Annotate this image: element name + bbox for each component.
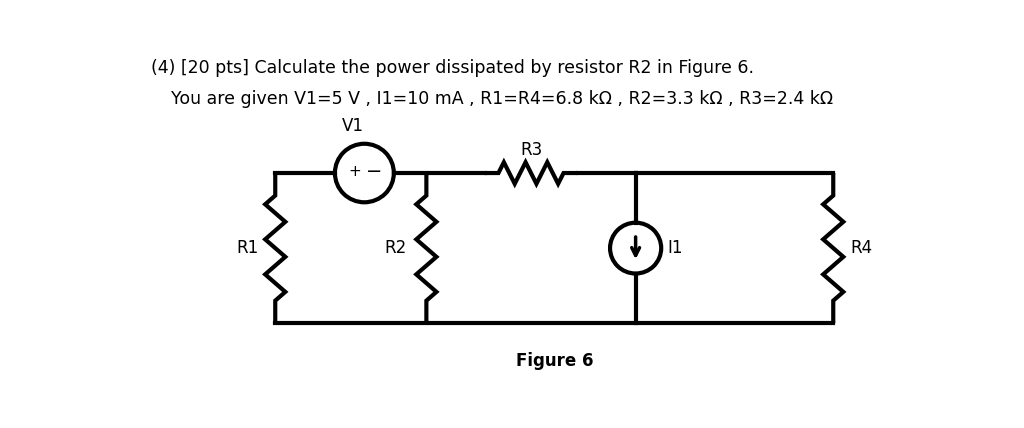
Text: R2: R2 (385, 239, 407, 257)
Text: +: + (348, 164, 360, 179)
Text: Figure 6: Figure 6 (515, 352, 593, 370)
Text: R4: R4 (850, 239, 872, 257)
Text: R3: R3 (520, 141, 542, 159)
Text: R1: R1 (236, 239, 258, 257)
Text: I1: I1 (668, 239, 683, 257)
Text: V1: V1 (342, 116, 364, 134)
Text: (4) [20 pts] Calculate the power dissipated by resistor R2 in Figure 6.: (4) [20 pts] Calculate the power dissipa… (152, 59, 755, 77)
Text: You are given V1=5 V , I1=10 mA , R1=R4=6.8 kΩ , R2=3.3 kΩ , R3=2.4 kΩ: You are given V1=5 V , I1=10 mA , R1=R4=… (171, 90, 833, 108)
Text: −: − (367, 162, 383, 181)
